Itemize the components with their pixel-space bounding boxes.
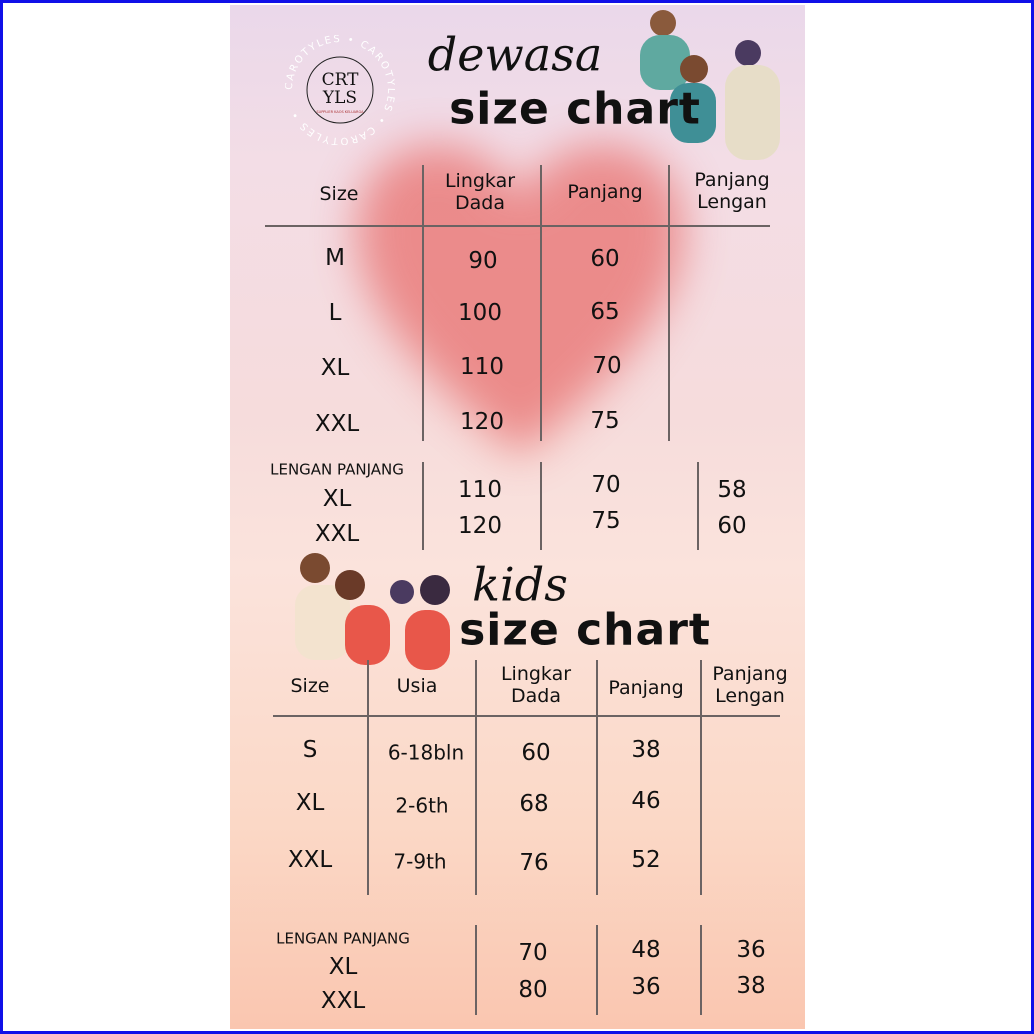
cell-size: L (328, 299, 342, 326)
cell-lingkar-dada: 120 (458, 512, 502, 539)
header-panjang-lengan: Panjang Lengan (712, 663, 788, 707)
cell-size: M (325, 244, 345, 271)
cell-usia: 7-9th (393, 849, 447, 874)
cell-size: XL (328, 953, 358, 980)
cell-lingkar-dada: 60 (521, 739, 551, 766)
header-panjang: Panjang (567, 181, 643, 204)
heart-decoration (356, 144, 684, 457)
cell-panjang: 75 (591, 507, 621, 534)
header-panjang: Panjang (608, 677, 684, 700)
column-divider (700, 925, 702, 1015)
cell-panjang: 48 (631, 936, 661, 963)
column-divider (422, 462, 424, 550)
cell-lingkar-dada: 70 (518, 939, 548, 966)
column-divider (668, 165, 670, 441)
cell-size: S (302, 736, 318, 763)
cell-usia: 6-18bln (387, 740, 465, 765)
cell-size: XXL (287, 846, 333, 873)
long-sleeve-label: LENGAN PANJANG (270, 460, 404, 479)
cell-panjang-lengan: 60 (717, 512, 747, 539)
column-divider (367, 660, 369, 895)
cell-panjang: 36 (631, 973, 661, 1000)
cell-lingkar-dada: 120 (460, 408, 504, 435)
cell-panjang-lengan: 38 (736, 972, 766, 999)
column-divider (700, 660, 702, 895)
column-divider (475, 660, 477, 895)
column-divider (422, 165, 424, 441)
cell-usia: 2-6th (395, 793, 449, 818)
cell-lingkar-dada: 80 (518, 976, 548, 1003)
cell-size: XXL (314, 410, 360, 437)
cell-size: XL (320, 354, 350, 381)
cell-panjang-lengan: 36 (736, 936, 766, 963)
header-size: Size (319, 183, 359, 206)
svg-text:CRT: CRT (322, 70, 360, 90)
column-divider (596, 925, 598, 1015)
cell-lingkar-dada: 110 (458, 476, 502, 503)
column-divider (596, 660, 598, 895)
kids-title-script: kids (472, 557, 568, 612)
cell-lingkar-dada: 110 (460, 353, 504, 380)
header-divider (265, 225, 770, 227)
cell-panjang: 38 (631, 736, 661, 763)
cell-panjang: 65 (590, 298, 620, 325)
header-size: Size (290, 675, 330, 698)
column-divider (540, 165, 542, 441)
carotyles-logo: CAROTYLES • CAROTYLES • CAROTYLES • CRT … (285, 35, 394, 145)
cell-lingkar-dada: 68 (519, 790, 549, 817)
header-lingkar-dada: Lingkar Dada (500, 663, 572, 707)
cell-panjang: 52 (631, 846, 661, 873)
cell-size: XL (295, 789, 325, 816)
cell-panjang: 70 (592, 352, 622, 379)
cell-lingkar-dada: 100 (458, 299, 502, 326)
cell-lingkar-dada: 90 (468, 247, 498, 274)
kids-title: size chart (459, 604, 711, 656)
column-divider (697, 462, 699, 550)
column-divider (475, 925, 477, 1015)
long-sleeve-label: LENGAN PANJANG (276, 929, 410, 948)
svg-text:YLS: YLS (322, 88, 357, 108)
cell-panjang: 60 (590, 245, 620, 272)
cell-size: XL (322, 485, 352, 512)
header-panjang-lengan: Panjang Lengan (694, 169, 770, 213)
cell-panjang: 75 (590, 407, 620, 434)
cell-size: XXL (314, 520, 360, 547)
header-divider (273, 715, 780, 717)
column-divider (540, 462, 542, 550)
cell-panjang: 46 (631, 787, 661, 814)
header-usia: Usia (396, 675, 438, 698)
header-lingkar-dada: Lingkar Dada (444, 170, 516, 214)
cell-panjang: 70 (591, 471, 621, 498)
cell-panjang-lengan: 58 (717, 476, 747, 503)
size-chart-poster: CAROTYLES • CAROTYLES • CAROTYLES • CRT … (230, 5, 805, 1029)
cell-size: XXL (320, 987, 366, 1014)
cell-lingkar-dada: 76 (519, 849, 549, 876)
adult-title-script: dewasa (427, 27, 603, 82)
svg-text:SUPPLIER KAOS KELUARGA: SUPPLIER KAOS KELUARGA (316, 110, 364, 114)
adult-title: size chart (449, 83, 701, 135)
